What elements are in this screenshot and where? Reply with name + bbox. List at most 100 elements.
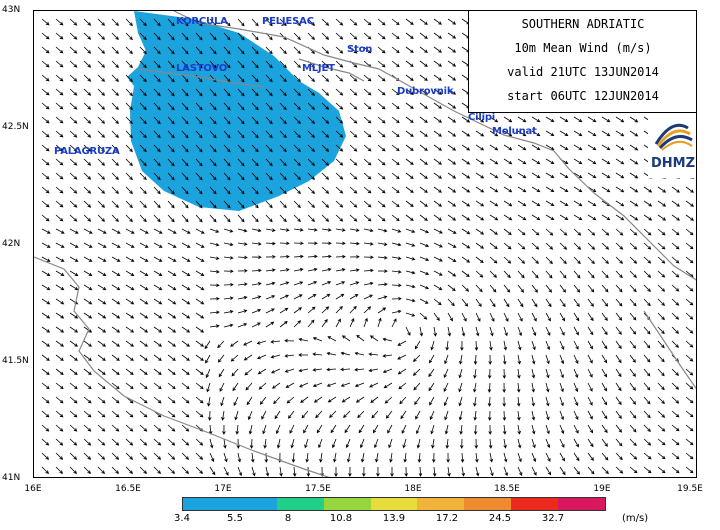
wind-arrow	[223, 46, 231, 55]
title-region: SOUTHERN ADRIATIC	[521, 17, 645, 31]
wind-arrow	[685, 410, 694, 418]
wind-arrow	[293, 18, 301, 26]
wind-arrow	[270, 354, 281, 359]
wind-arrow	[111, 172, 119, 181]
wind-arrow	[615, 214, 625, 221]
wind-arrow	[97, 46, 105, 54]
wind-arrow	[125, 74, 133, 83]
label-peljesac: PELJESAC	[262, 16, 314, 27]
wind-arrow	[293, 46, 301, 54]
wind-arrow	[139, 214, 147, 223]
wind-arrow	[601, 242, 610, 250]
wind-arrow	[265, 102, 273, 111]
wind-arrow	[293, 60, 301, 68]
label-palagruza: PALAGRUZA	[54, 146, 120, 157]
wind-arrow	[111, 298, 121, 305]
wind-arrow	[231, 368, 239, 377]
wind-arrow	[97, 424, 106, 432]
wind-arrow	[489, 326, 494, 337]
wind-arrow	[443, 396, 449, 407]
wind-arrow	[377, 130, 386, 138]
wind-arrow	[671, 466, 680, 474]
wind-arrow	[473, 424, 478, 435]
wind-arrow	[270, 339, 281, 344]
wind-arrow	[657, 242, 666, 250]
wind-arrow	[111, 242, 121, 248]
wind-arrow	[237, 255, 248, 260]
wind-arrow	[559, 452, 565, 462]
wind-arrow	[284, 368, 295, 373]
wind-arrow	[343, 410, 351, 419]
wind-arrow	[443, 368, 449, 378]
wind-arrow	[503, 284, 511, 293]
wind-arrow	[237, 32, 245, 41]
wind-arrow	[349, 186, 358, 194]
wind-arrow	[412, 368, 421, 376]
wind-arrow	[111, 200, 119, 209]
wind-arrow	[559, 172, 569, 179]
legend-label-10-8: 10.8	[329, 513, 353, 524]
wind-arrow	[205, 354, 211, 364]
legend-label-8: 8	[284, 513, 292, 524]
wind-arrow	[167, 270, 177, 277]
wind-arrow	[250, 452, 255, 463]
wind-arrow	[251, 308, 262, 314]
wind-arrow	[517, 410, 521, 421]
wind-arrow	[615, 438, 623, 447]
wind-arrow	[223, 18, 231, 27]
lon-label-19-5: 19.5E	[677, 484, 703, 494]
wind-arrow	[259, 396, 267, 405]
wind-arrow	[83, 200, 92, 208]
wind-arrow	[447, 200, 457, 207]
wind-arrow	[629, 284, 637, 293]
wind-arrow	[307, 254, 318, 259]
wind-arrow	[447, 214, 457, 221]
wind-arrow	[55, 256, 65, 262]
wind-arrow	[335, 116, 344, 124]
wind-arrow	[374, 438, 379, 449]
wind-arrow	[237, 46, 245, 55]
wind-arrow	[475, 298, 482, 307]
wind-arrow	[587, 228, 596, 236]
wind-arrow	[153, 18, 161, 27]
wind-arrow	[195, 88, 203, 97]
wind-arrow	[251, 130, 259, 139]
wind-arrow	[545, 130, 555, 137]
wind-arrow	[587, 410, 593, 420]
wind-arrow	[559, 466, 566, 476]
legend-label-13-9: 13.9	[382, 513, 406, 524]
lon-label-16-5: 16.5E	[115, 484, 141, 494]
wind-arrow	[125, 438, 134, 446]
wind-arrow	[279, 46, 287, 55]
wind-arrow	[83, 102, 92, 110]
wind-arrow	[279, 102, 287, 111]
wind-arrow	[83, 74, 92, 82]
wind-arrow	[181, 284, 191, 291]
wind-arrow	[363, 88, 372, 96]
wind-arrow	[517, 438, 522, 449]
legend-swatch-8	[558, 498, 606, 510]
wind-arrow	[41, 130, 50, 138]
wind-arrow	[195, 242, 205, 248]
wind-arrow	[573, 116, 583, 123]
wind-arrow	[377, 88, 386, 96]
wind-arrow	[153, 396, 162, 404]
wind-arrow	[433, 326, 437, 337]
wind-arrow	[531, 354, 536, 365]
wind-arrow	[377, 172, 386, 180]
title-start-time: start 06UTC 12JUN2014	[507, 89, 659, 103]
wind-arrow	[545, 270, 553, 279]
wind-arrow	[587, 158, 597, 165]
wind-arrow	[503, 466, 508, 477]
wind-arrow	[209, 283, 220, 287]
wind-arrow	[331, 438, 337, 449]
wind-arrow	[629, 186, 639, 193]
wind-arrow	[447, 130, 457, 137]
wind-arrow	[685, 396, 694, 404]
wind-arrow	[643, 326, 651, 335]
wind-arrow	[209, 32, 217, 41]
lat-label-41: 41N	[2, 473, 21, 483]
wind-arrow	[401, 424, 407, 434]
wind-arrow	[41, 396, 50, 404]
title-box: SOUTHERN ADRIATIC 10m Mean Wind (m/s) va…	[468, 11, 696, 113]
